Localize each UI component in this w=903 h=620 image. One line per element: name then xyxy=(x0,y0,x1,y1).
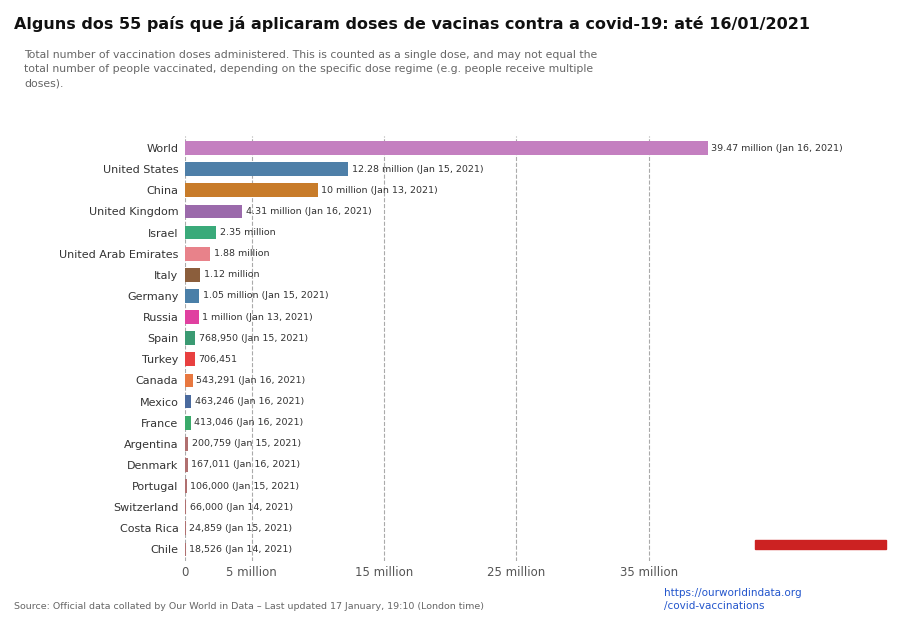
Bar xyxy=(185,416,191,430)
Text: 1.12 million: 1.12 million xyxy=(204,270,259,279)
Bar xyxy=(185,226,216,239)
Text: 768,950 (Jan 15, 2021): 768,950 (Jan 15, 2021) xyxy=(199,334,308,343)
Bar xyxy=(185,331,195,345)
Text: 24,859 (Jan 15, 2021): 24,859 (Jan 15, 2021) xyxy=(189,524,293,533)
Text: 18,526 (Jan 14, 2021): 18,526 (Jan 14, 2021) xyxy=(189,545,292,554)
Bar xyxy=(185,437,188,451)
Text: 4.31 million (Jan 16, 2021): 4.31 million (Jan 16, 2021) xyxy=(246,207,371,216)
Text: 10 million (Jan 13, 2021): 10 million (Jan 13, 2021) xyxy=(321,186,438,195)
Text: 1.88 million: 1.88 million xyxy=(214,249,269,258)
Bar xyxy=(185,458,187,472)
Bar xyxy=(185,141,707,155)
Text: 463,246 (Jan 16, 2021): 463,246 (Jan 16, 2021) xyxy=(195,397,304,406)
Text: Our World: Our World xyxy=(780,496,859,510)
Text: 200,759 (Jan 15, 2021): 200,759 (Jan 15, 2021) xyxy=(191,440,301,448)
Text: 39.47 million (Jan 16, 2021): 39.47 million (Jan 16, 2021) xyxy=(711,143,842,153)
Text: 66,000 (Jan 14, 2021): 66,000 (Jan 14, 2021) xyxy=(190,503,293,512)
Text: 167,011 (Jan 16, 2021): 167,011 (Jan 16, 2021) xyxy=(191,461,300,469)
Text: in Data: in Data xyxy=(791,517,848,531)
Bar xyxy=(185,162,348,176)
Text: 413,046 (Jan 16, 2021): 413,046 (Jan 16, 2021) xyxy=(194,418,303,427)
Text: Total number of vaccination doses administered. This is counted as a single dose: Total number of vaccination doses admini… xyxy=(24,50,597,89)
Text: 1.05 million (Jan 15, 2021): 1.05 million (Jan 15, 2021) xyxy=(202,291,328,301)
Bar xyxy=(185,374,192,388)
Text: 12.28 million (Jan 15, 2021): 12.28 million (Jan 15, 2021) xyxy=(351,165,483,174)
Bar xyxy=(185,395,191,409)
Bar xyxy=(185,205,242,218)
Bar xyxy=(185,479,187,493)
Bar xyxy=(185,184,317,197)
Bar xyxy=(185,352,194,366)
Text: 106,000 (Jan 15, 2021): 106,000 (Jan 15, 2021) xyxy=(191,482,299,490)
Text: Alguns dos 55 país que já aplicaram doses de vacinas contra a covid-19: até 16/0: Alguns dos 55 país que já aplicaram dose… xyxy=(14,16,809,32)
Text: 706,451: 706,451 xyxy=(198,355,237,364)
Text: Source: Official data collated by Our World in Data – Last updated 17 January, 1: Source: Official data collated by Our Wo… xyxy=(14,601,483,611)
Bar xyxy=(185,289,199,303)
Text: 1 million (Jan 13, 2021): 1 million (Jan 13, 2021) xyxy=(202,312,312,322)
Bar xyxy=(185,247,210,260)
Text: https://ourworldindata.org
/covid-vaccinations: https://ourworldindata.org /covid-vaccin… xyxy=(664,588,801,611)
Bar xyxy=(754,540,885,549)
Text: 543,291 (Jan 16, 2021): 543,291 (Jan 16, 2021) xyxy=(196,376,305,385)
Bar xyxy=(185,268,200,281)
Text: 2.35 million: 2.35 million xyxy=(220,228,275,237)
Bar xyxy=(185,310,199,324)
